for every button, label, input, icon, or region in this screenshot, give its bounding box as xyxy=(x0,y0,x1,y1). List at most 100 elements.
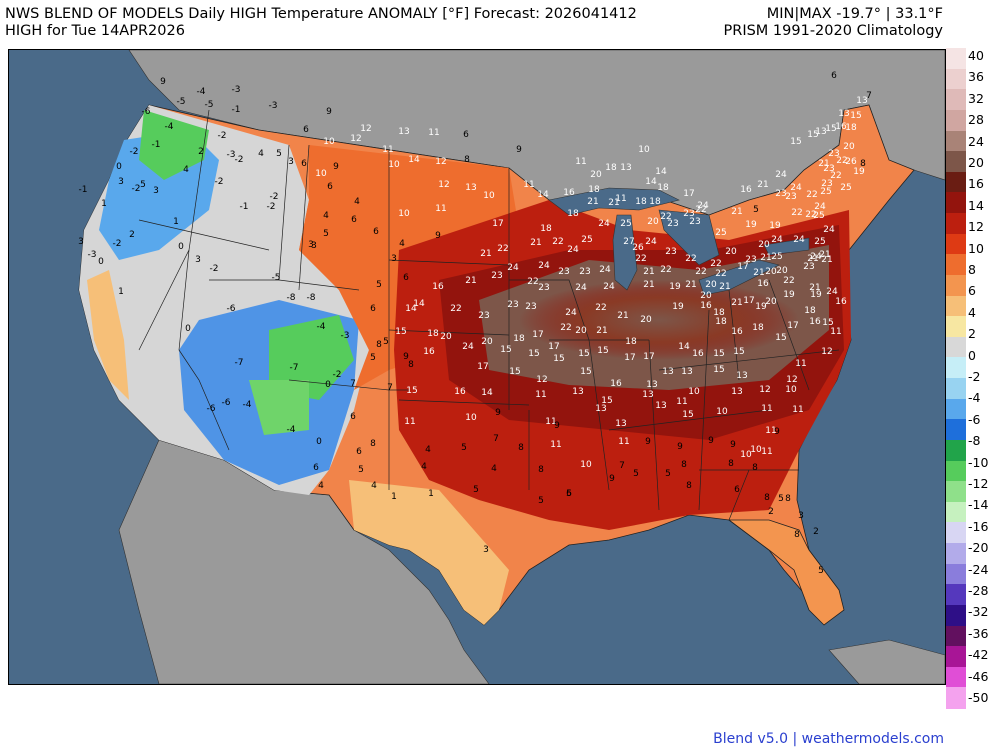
anomaly-label: 5 xyxy=(753,205,759,215)
anomaly-label: 18 xyxy=(845,123,857,133)
legend-swatch xyxy=(946,625,966,647)
legend-swatch xyxy=(946,89,966,111)
anomaly-label: -3 xyxy=(341,331,350,341)
anomaly-label: 21 xyxy=(480,249,491,259)
legend-label: -2 xyxy=(968,369,981,384)
anomaly-label: 9 xyxy=(554,421,560,431)
anomaly-label: 12 xyxy=(786,375,797,385)
anomaly-label: 20 xyxy=(700,291,712,301)
anomaly-label: 18 xyxy=(567,209,579,219)
anomaly-label: -5 xyxy=(272,273,281,283)
anomaly-label: 6 xyxy=(356,447,362,457)
anomaly-label: 25 xyxy=(620,219,631,229)
anomaly-label: 12 xyxy=(350,134,361,144)
climatology-label: PRISM 1991-2020 Climatology xyxy=(723,23,944,39)
anomaly-label: 13 xyxy=(856,96,867,106)
anomaly-label: 1 xyxy=(428,489,434,499)
legend-label: 24 xyxy=(968,133,984,149)
anomaly-label: 18 xyxy=(588,185,600,195)
anomaly-label: 19 xyxy=(783,290,795,300)
legend-label: 10 xyxy=(968,240,984,256)
anomaly-label: 4 xyxy=(491,464,497,474)
anomaly-label: -2 xyxy=(333,370,342,380)
anomaly-label: 18 xyxy=(657,183,669,193)
anomaly-label: 7 xyxy=(866,91,872,101)
anomaly-label: 24 xyxy=(565,308,577,318)
anomaly-label: 9 xyxy=(326,107,332,117)
lake-huron xyxy=(658,209,720,266)
anomaly-label: 23 xyxy=(665,247,676,257)
anomaly-label: 22 xyxy=(830,171,841,181)
anomaly-label: 17 xyxy=(477,362,488,372)
anomaly-label: 15 xyxy=(395,327,406,337)
northwest-green xyxy=(139,110,209,180)
legend-label: 14 xyxy=(968,197,984,213)
anomaly-label: 23 xyxy=(803,262,814,272)
anomaly-label: 23 xyxy=(667,219,678,229)
anomaly-label: 5 xyxy=(376,280,382,290)
anomaly-label: 16 xyxy=(563,188,575,198)
anomaly-label: 11 xyxy=(615,194,626,204)
anomaly-label: -2 xyxy=(218,131,227,141)
legend-swatch xyxy=(946,357,966,379)
legend-swatch xyxy=(946,501,966,523)
anomaly-label: 6 xyxy=(370,304,376,314)
anomaly-label: 16 xyxy=(610,379,622,389)
anomaly-label: -3 xyxy=(232,85,241,95)
anomaly-label: 3 xyxy=(483,545,489,555)
anomaly-label: 9 xyxy=(516,145,522,155)
anomaly-label: 23 xyxy=(745,255,756,265)
anomaly-label: 22 xyxy=(660,265,671,275)
legend-swatch xyxy=(946,563,966,585)
anomaly-label: 13 xyxy=(815,127,826,137)
anomaly-label: 15 xyxy=(775,333,786,343)
anomaly-label: 25 xyxy=(814,237,825,247)
credit-link[interactable]: Blend v5.0 | weathermodels.com xyxy=(713,731,944,747)
legend-swatch xyxy=(946,543,966,565)
anomaly-label: 12 xyxy=(438,180,449,190)
anomaly-label: 3 xyxy=(118,177,124,187)
anomaly-label: 5 xyxy=(665,469,671,479)
anomaly-label: 11 xyxy=(795,359,806,369)
anomaly-label: 21 xyxy=(731,207,742,217)
anomaly-label: 25 xyxy=(715,228,726,238)
anomaly-label: 4 xyxy=(399,239,405,249)
anomaly-label: 10 xyxy=(388,160,400,170)
anomaly-label: 21 xyxy=(608,198,619,208)
anomaly-label: 2 xyxy=(198,147,204,157)
state-borders xyxy=(138,109,840,521)
anomaly-label: 0 xyxy=(116,162,122,172)
anomaly-label: 23 xyxy=(689,217,700,227)
anomaly-label: 21 xyxy=(617,311,628,321)
anomaly-label: 5 xyxy=(778,494,784,504)
legend-label: 20 xyxy=(968,155,984,170)
anomaly-label: 9 xyxy=(435,231,441,241)
anomaly-label: 5 xyxy=(370,353,376,363)
anomaly-label: 20 xyxy=(725,247,737,257)
map-subtitle: HIGH for Tue 14APR2026 xyxy=(5,23,185,39)
anomaly-label: 10 xyxy=(638,145,650,155)
anomaly-label: 15 xyxy=(601,396,612,406)
anomaly-label: 24 xyxy=(826,287,838,297)
anomaly-label: 2 xyxy=(129,230,135,240)
legend-label: -10 xyxy=(968,454,989,470)
legend-label: -32 xyxy=(968,604,989,620)
anomaly-label: -2 xyxy=(113,239,122,249)
anomaly-label: 21 xyxy=(643,267,654,277)
anomaly-label: -7 xyxy=(235,358,244,368)
anomaly-label: 14 xyxy=(645,177,657,187)
anomaly-label: 23 xyxy=(823,164,834,174)
anomaly-label: 22 xyxy=(527,277,538,287)
anomaly-label: 6 xyxy=(301,159,307,169)
anomaly-label: 4 xyxy=(323,211,329,221)
anomaly-label: 7 xyxy=(493,434,499,444)
anomaly-label: 25 xyxy=(813,211,824,221)
lake-superior xyxy=(548,187,680,216)
anomaly-label: 24 xyxy=(598,219,610,229)
legend-label: -4 xyxy=(968,390,981,406)
anomaly-label: 22 xyxy=(836,156,847,166)
anomaly-label: 21 xyxy=(465,276,476,286)
anomaly-label: 21 xyxy=(587,197,598,207)
anomaly-label: 23 xyxy=(478,311,489,321)
